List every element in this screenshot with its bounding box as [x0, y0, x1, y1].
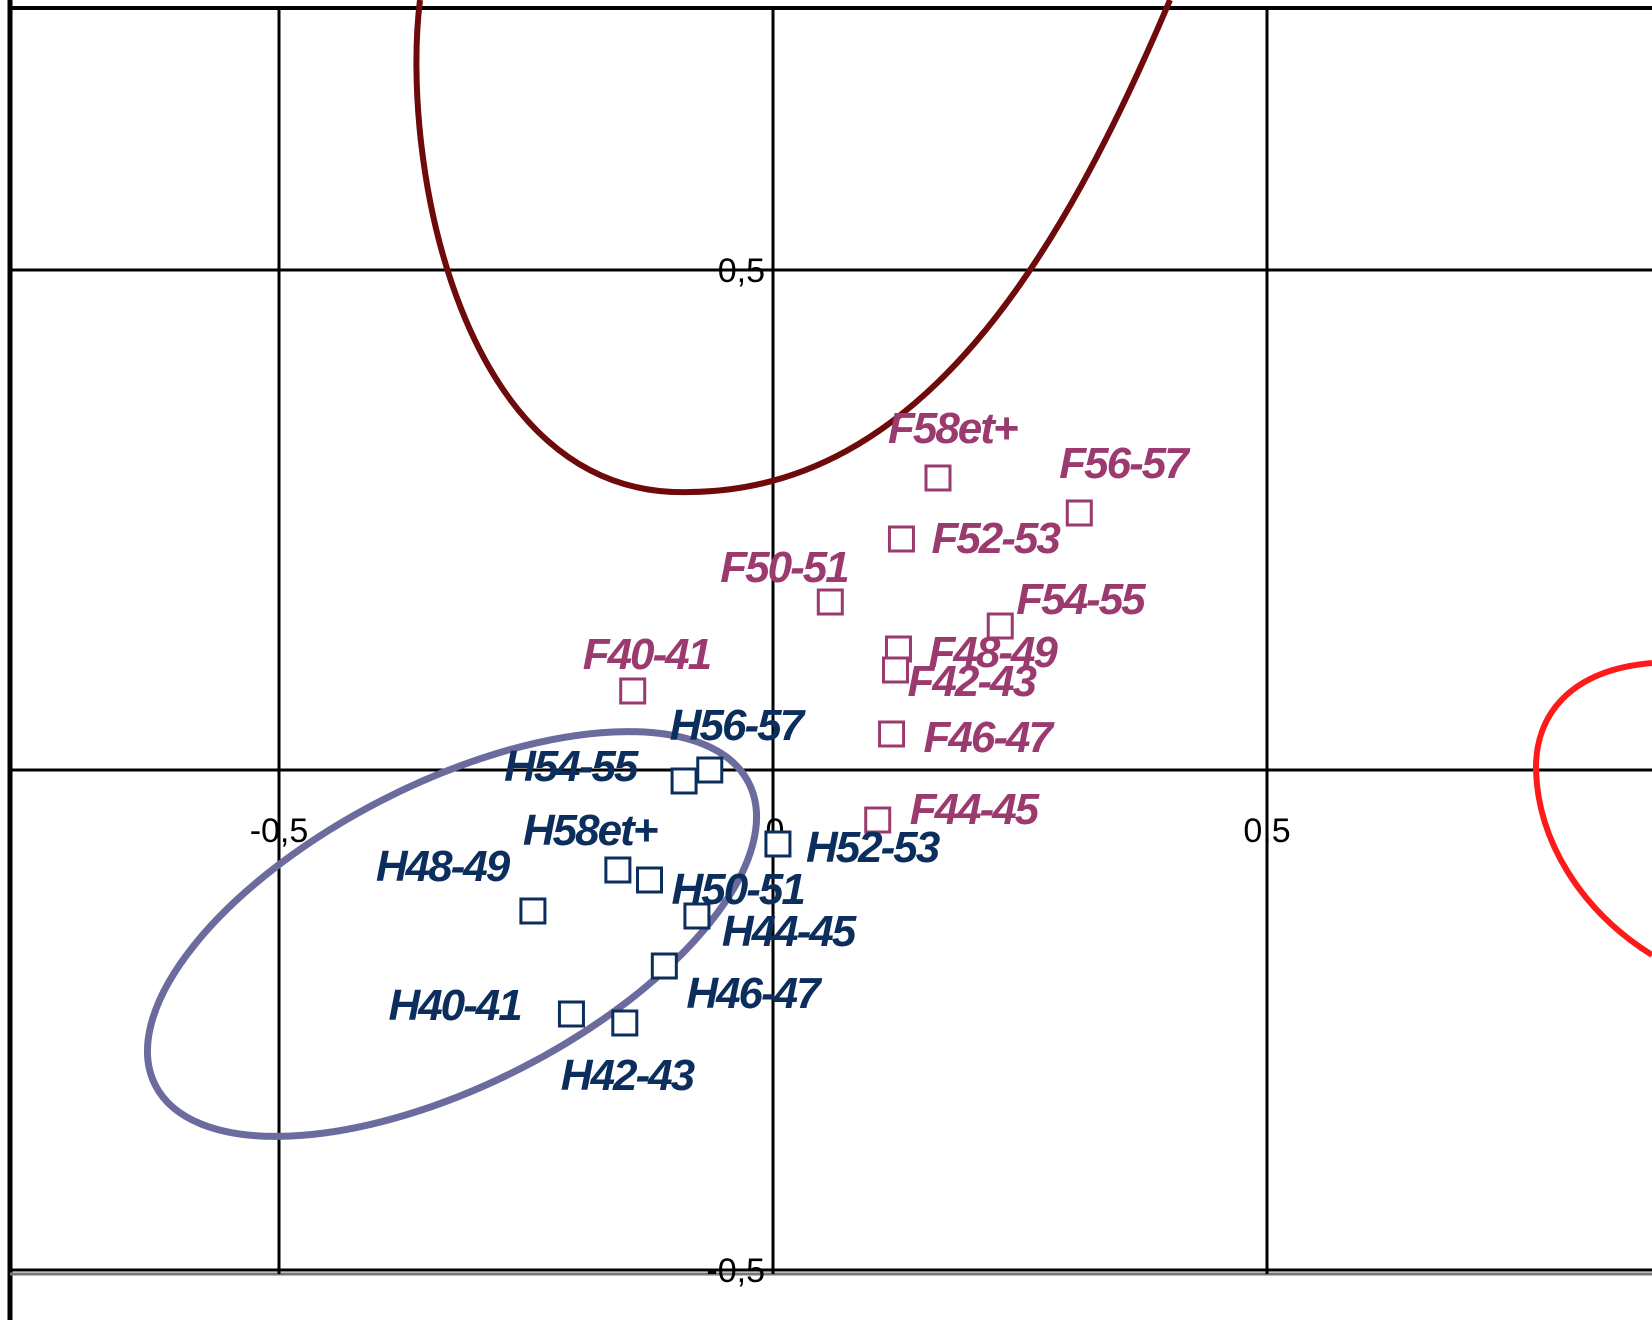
data-point-label: F56-57 — [1059, 439, 1191, 488]
data-point-label: F48-49 — [928, 628, 1058, 677]
ellipse-top — [413, 0, 1173, 496]
data-point-marker — [878, 720, 906, 748]
data-point-label: H42-43 — [561, 1051, 695, 1100]
data-point-label: H48-49 — [376, 842, 511, 891]
data-point-label: H56-57 — [670, 701, 807, 750]
y-tick-label: 0,5 — [718, 252, 765, 290]
ellipse-left — [143, 728, 761, 1140]
data-point-marker — [636, 866, 663, 894]
y-tick-label: -0,5 — [706, 1252, 765, 1290]
data-point-label: F54-55 — [1016, 575, 1146, 624]
data-point-label: H54-55 — [504, 742, 639, 791]
data-point-label: H52-53 — [806, 823, 940, 872]
data-point-marker — [683, 902, 711, 930]
data-point-marker — [887, 525, 915, 553]
data-point-marker — [519, 897, 547, 925]
data-point-marker — [611, 1009, 639, 1037]
data-point-marker — [816, 588, 844, 616]
data-point-marker — [670, 767, 698, 795]
data-point-label: H46-47 — [686, 969, 823, 1018]
data-point-label: H44-45 — [722, 907, 857, 956]
data-point-label: F50-51 — [720, 543, 848, 592]
data-point-label: F44-45 — [910, 785, 1040, 834]
x-tick-label: -0,5 — [250, 812, 309, 850]
data-point-label: F46-47 — [924, 713, 1056, 762]
grid-lines — [7, 0, 1652, 1320]
data-point-label: F58et+ — [888, 404, 1018, 453]
data-point-label: F42-43 — [908, 657, 1037, 706]
data-point-marker — [604, 856, 632, 884]
data-point-label: H58et+ — [523, 806, 658, 855]
data-point-label: F40-41 — [583, 630, 711, 679]
data-point-marker — [764, 830, 792, 858]
data-point-marker — [882, 656, 910, 684]
data-point-marker — [986, 612, 1014, 640]
ellipse-right — [1532, 660, 1652, 958]
data-point-label: H40-41 — [388, 981, 521, 1030]
data-point-marker — [557, 1000, 585, 1028]
data-point-label: F52-53 — [931, 514, 1060, 563]
x-tick-label: 0,5 — [1243, 812, 1290, 850]
data-point-marker — [924, 464, 952, 492]
data-point-marker — [1065, 499, 1093, 527]
data-point-marker — [650, 952, 678, 980]
data-points: F58et+ F56-57 F52-53 F50-51 F54-55F48-49F42-… — [376, 404, 1193, 1100]
data-point-marker — [619, 677, 647, 705]
data-point-marker — [864, 806, 892, 834]
data-point-marker — [696, 756, 724, 784]
confidence-ellipses — [143, 0, 1652, 1140]
